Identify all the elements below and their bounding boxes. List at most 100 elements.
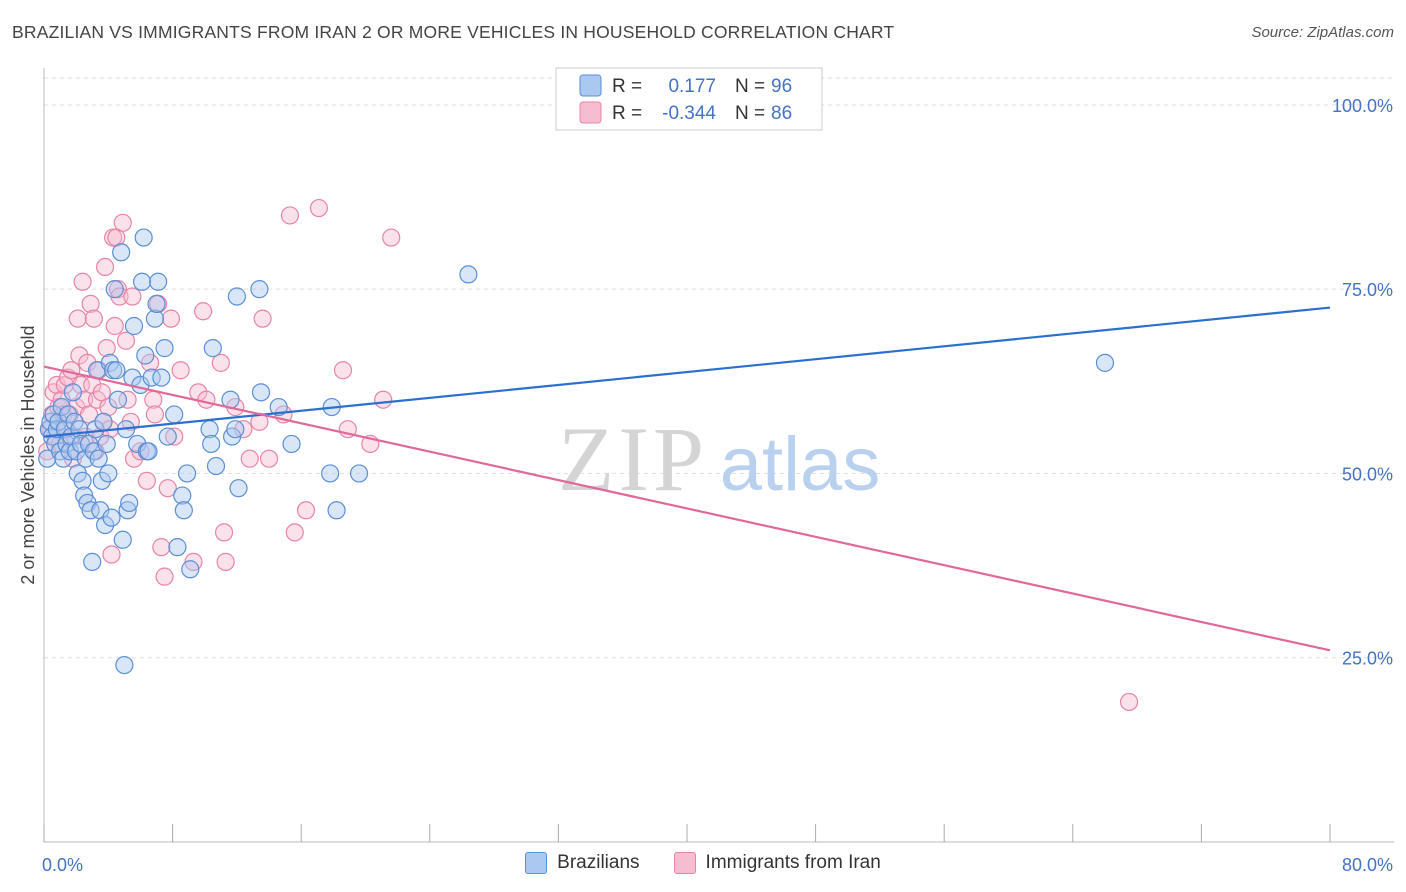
y-tick-label-2: 75.0% bbox=[1342, 280, 1393, 300]
brazilians-point-79 bbox=[226, 420, 245, 439]
brazilians-point-72 bbox=[181, 560, 200, 579]
chart-title: BRAZILIAN VS IMMIGRANTS FROM IRAN 2 OR M… bbox=[12, 22, 895, 42]
y-tick-label-0: 25.0% bbox=[1342, 649, 1393, 669]
iran-point-80 bbox=[309, 198, 328, 218]
brazilians-point-9 bbox=[52, 397, 71, 417]
brazilians-point-91 bbox=[1095, 353, 1115, 372]
iran-point-72 bbox=[240, 449, 259, 468]
iran-point-78 bbox=[285, 523, 304, 542]
iran-series-points bbox=[38, 198, 1139, 712]
brazilians-point-32 bbox=[89, 449, 108, 468]
brazilians-point-14 bbox=[60, 442, 79, 461]
brazilians-point-83 bbox=[251, 383, 271, 402]
brazilians-point-80 bbox=[227, 287, 246, 306]
watermark-atlas: atlas bbox=[720, 422, 881, 507]
legend-label-iran: Immigrants from Iran bbox=[705, 852, 881, 873]
iran-point-41 bbox=[105, 316, 124, 336]
brazilians-point-47 bbox=[115, 655, 134, 675]
trend-lines bbox=[43, 306, 1331, 652]
legend-item-brazilians: Brazilians bbox=[525, 852, 640, 874]
correlation-legend: R = 0.177 N = 96 R = -0.344 N = 86 bbox=[555, 67, 823, 131]
iran-point-26 bbox=[81, 294, 100, 313]
y-tick-label-1: 50.0% bbox=[1342, 464, 1393, 484]
legend-swatch-iran bbox=[673, 852, 696, 874]
brazilians-point-36 bbox=[95, 515, 115, 535]
brazilians-point-59 bbox=[139, 442, 158, 461]
iran-point-35 bbox=[95, 257, 115, 277]
brazilians-point-61 bbox=[145, 309, 165, 328]
brazilians-point-56 bbox=[134, 228, 153, 247]
brazilians-point-81 bbox=[229, 479, 248, 498]
iran-point-86 bbox=[1119, 692, 1139, 712]
legend-r-label-1: R = bbox=[612, 76, 642, 97]
brazilians-point-42 bbox=[105, 280, 124, 299]
iran-point-24 bbox=[78, 353, 97, 372]
iran-point-67 bbox=[211, 353, 230, 372]
series-legend: Brazilians Immigrants from Iran bbox=[0, 852, 1406, 874]
source-credit: Source: ZipAtlas.com bbox=[1251, 24, 1394, 41]
brazilians-point-70 bbox=[174, 501, 193, 520]
iran-point-75 bbox=[259, 449, 279, 468]
legend-r-value-1: 0.177 bbox=[668, 76, 716, 97]
legend-r-value-2: -0.344 bbox=[662, 103, 716, 124]
iran-point-68 bbox=[214, 523, 234, 542]
tick-labels: 25.0% 50.0% 75.0% 100.0% 0.0% 80.0% bbox=[42, 96, 1393, 875]
iran-point-21 bbox=[73, 272, 92, 291]
brazilians-point-37 bbox=[97, 434, 116, 454]
brazilians-point-82 bbox=[250, 280, 269, 299]
iran-point-59 bbox=[158, 479, 177, 498]
brazilians-point-64 bbox=[152, 368, 171, 387]
legend-swatch-brazilians bbox=[525, 852, 548, 874]
legend-n-value-2: 86 bbox=[771, 103, 792, 124]
iran-point-28 bbox=[84, 309, 103, 328]
brazilians-point-35 bbox=[94, 412, 113, 431]
brazilians-point-85 bbox=[282, 434, 301, 454]
iran-point-57 bbox=[152, 538, 171, 557]
iran-trend-line bbox=[43, 365, 1331, 652]
brazilians-point-76 bbox=[206, 456, 226, 476]
brazilians-point-40 bbox=[102, 508, 121, 527]
brazilians-point-65 bbox=[155, 339, 174, 358]
x-tick-label-0: 0.0% bbox=[42, 855, 83, 875]
brazilians-point-49 bbox=[118, 501, 137, 520]
iran-point-84 bbox=[374, 390, 393, 409]
watermark: ZIP atlas bbox=[558, 408, 880, 510]
brazilians-point-75 bbox=[203, 339, 222, 358]
legend-item-iran: Immigrants from Iran bbox=[673, 852, 881, 874]
brazilians-point-34 bbox=[92, 471, 111, 490]
brazilians-point-45 bbox=[112, 243, 131, 262]
brazilians-point-86 bbox=[321, 464, 340, 483]
iran-point-74 bbox=[253, 309, 272, 328]
iran-point-37 bbox=[99, 397, 118, 417]
iran-point-46 bbox=[116, 331, 136, 350]
brazilians-point-52 bbox=[124, 316, 144, 336]
brazilians-point-50 bbox=[120, 493, 139, 513]
legend-n-label-2: N = bbox=[735, 103, 765, 124]
watermark-zip: ZIP bbox=[558, 408, 708, 510]
brazilians-point-46 bbox=[113, 530, 132, 549]
iran-point-45 bbox=[113, 213, 132, 232]
iran-point-61 bbox=[165, 427, 184, 446]
brazilians-point-66 bbox=[158, 427, 177, 446]
brazilians-point-13 bbox=[59, 405, 78, 424]
brazilians-point-89 bbox=[349, 464, 369, 483]
iran-point-81 bbox=[333, 361, 353, 380]
brazilians-point-28 bbox=[83, 552, 102, 571]
iran-point-79 bbox=[296, 501, 316, 520]
y-axis-label: 2 or more Vehicles in Household bbox=[18, 325, 38, 584]
iran-point-60 bbox=[161, 309, 181, 328]
brazilians-point-63 bbox=[149, 272, 168, 291]
iran-point-62 bbox=[171, 361, 190, 380]
brazilians-point-60 bbox=[142, 368, 161, 387]
iran-point-47 bbox=[118, 390, 137, 409]
iran-point-65 bbox=[194, 302, 213, 321]
brazilians-trend-line bbox=[43, 306, 1331, 438]
brazilians-point-16 bbox=[63, 383, 83, 402]
brazilians-point-43 bbox=[107, 361, 126, 380]
iran-point-58 bbox=[155, 567, 174, 586]
brazilians-point-57 bbox=[136, 346, 155, 365]
brazilians-point-71 bbox=[177, 464, 197, 483]
iran-point-39 bbox=[102, 545, 121, 564]
brazilians-point-7 bbox=[49, 412, 68, 431]
